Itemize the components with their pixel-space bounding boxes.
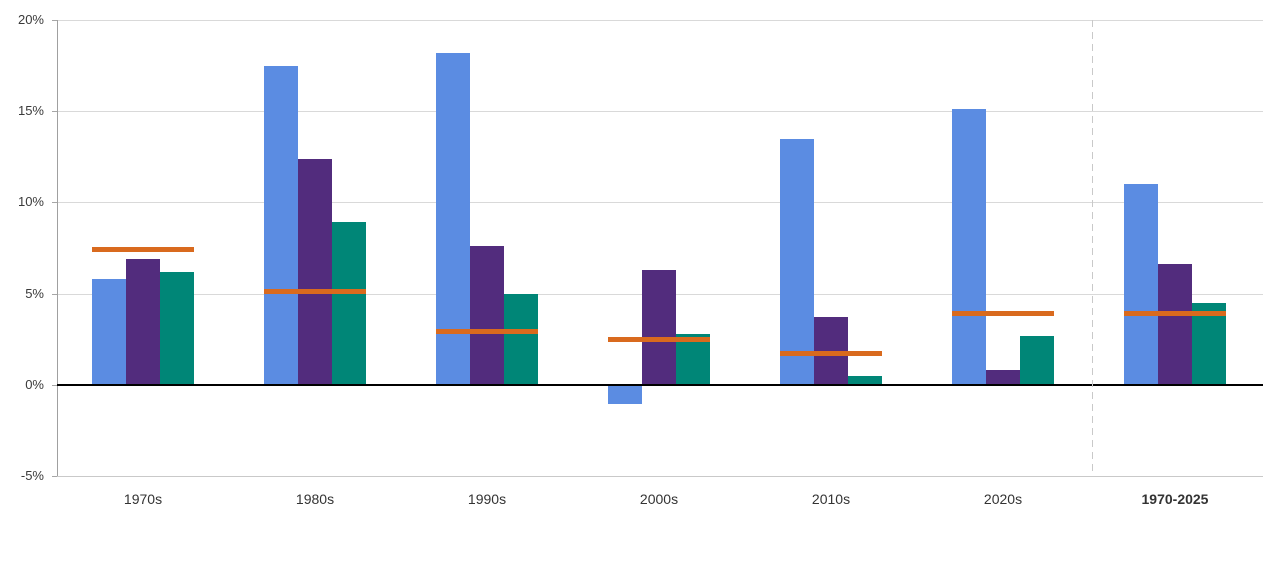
y-tick--5% [52,476,57,477]
y-axis-label: 15% [17,103,44,118]
y-tick-20% [52,20,57,21]
bar-teal-1980s [332,222,366,384]
bar-teal-1990s [504,294,538,385]
bar-blue-2020s [952,109,986,384]
y-axis-label: 10% [17,194,44,209]
bar-blue-1990s [436,53,470,385]
y-tick-10% [52,202,57,203]
x-axis-label-2000s: 2000s [639,491,679,507]
bar-purple-1970s [126,259,160,385]
x-axis-label-1980s: 1980s [295,491,335,507]
bar-blue-2000s [608,386,642,404]
bar-teal-2010s [848,376,882,385]
y-tick-15% [52,111,57,112]
gridline-20% [57,20,1263,21]
period-separator-line [1092,20,1093,476]
bar-purple-2000s [642,270,676,385]
marker-orange-line-1970-2025 [1124,311,1226,316]
bar-teal-1970-2025 [1192,303,1226,385]
y-axis-label: -5% [20,468,44,483]
marker-orange-line-1970s [92,247,194,252]
y-tick-5% [52,294,57,295]
bar-purple-1970-2025 [1158,264,1192,384]
marker-orange-line-2020s [952,311,1054,316]
bar-purple-1980s [298,159,332,385]
zero-axis-line [57,384,1263,386]
x-axis-label-1970s: 1970s [123,491,163,507]
marker-orange-line-2010s [780,351,882,356]
bar-purple-2010s [814,317,848,384]
x-axis-label-1970-2025: 1970-2025 [1141,491,1209,507]
y-axis-line [57,20,58,476]
plot-bottom-border [57,476,1263,477]
bar-purple-2020s [986,370,1020,385]
bar-blue-2010s [780,139,814,385]
marker-orange-line-2000s [608,337,710,342]
gridline-15% [57,111,1263,112]
bar-teal-2020s [1020,336,1054,385]
x-axis-label-2020s: 2020s [983,491,1023,507]
marker-orange-line-1980s [264,289,366,294]
y-axis-label: 0% [25,377,44,392]
gridline-10% [57,202,1263,203]
y-axis-label: 5% [25,286,44,301]
x-axis-label-1990s: 1990s [467,491,507,507]
bar-teal-1970s [160,272,194,385]
bar-blue-1980s [264,66,298,385]
bar-blue-1970-2025 [1124,184,1158,385]
marker-orange-line-1990s [436,329,538,334]
bar-blue-1970s [92,279,126,385]
x-axis-label-2010s: 2010s [811,491,851,507]
bar-teal-2000s [676,334,710,385]
bar-purple-1990s [470,246,504,385]
y-axis-label: 20% [17,12,44,27]
y-tick-0% [52,385,57,386]
